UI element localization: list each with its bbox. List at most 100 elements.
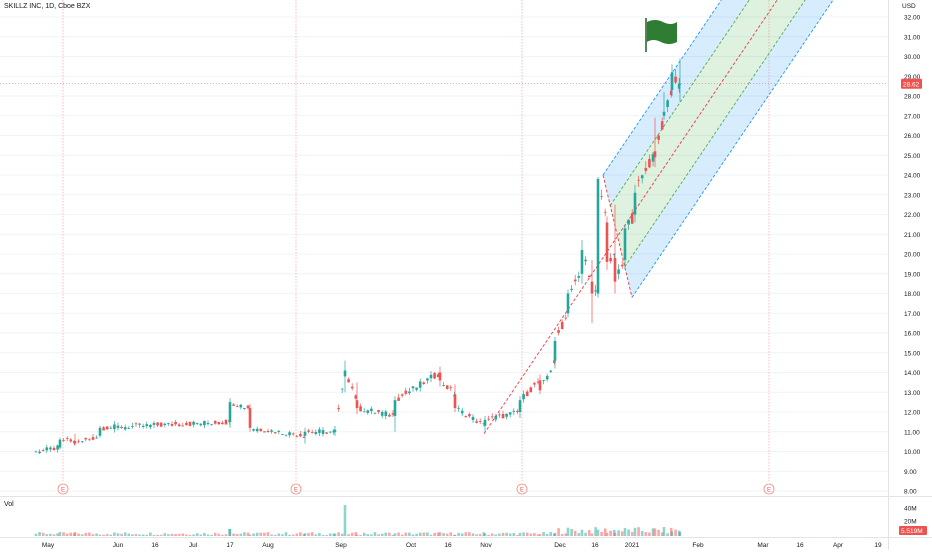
- candle-body: [653, 151, 657, 158]
- candle-body: [340, 388, 344, 390]
- candle-body: [377, 409, 380, 413]
- candle-body: [411, 386, 415, 389]
- volume-bar: [603, 528, 607, 536]
- candle-body: [141, 425, 145, 428]
- volume-bar: [468, 532, 471, 536]
- candle-body: [475, 421, 478, 423]
- candle-body: [613, 257, 617, 282]
- volume-bar: [325, 534, 328, 536]
- y-tick-label: 14.00: [904, 370, 921, 377]
- candle-body: [259, 428, 263, 432]
- volume-bar: [328, 533, 332, 536]
- x-tick-label: 16: [591, 542, 599, 549]
- candle-body: [181, 425, 185, 427]
- x-tick-label: Jun: [113, 542, 124, 549]
- volume-bar: [388, 532, 391, 536]
- volume-bar: [49, 533, 52, 536]
- y-tick-label: 22.00: [904, 212, 921, 219]
- candle-body: [273, 432, 277, 434]
- volume-bar: [310, 532, 314, 536]
- earnings-marker-label: E: [767, 488, 771, 494]
- candle-body: [630, 213, 634, 224]
- candle-body: [648, 158, 651, 168]
- y-tick-label: 9.00: [904, 469, 917, 476]
- candle-body: [333, 429, 337, 432]
- y-tick-label: 18.00: [904, 291, 921, 298]
- candle-body: [400, 394, 404, 396]
- candle-body: [318, 429, 321, 433]
- volume-bar: [397, 532, 400, 536]
- volume-bar: [373, 532, 377, 536]
- volume-bar: [235, 533, 239, 536]
- volume-bar: [45, 534, 49, 536]
- volume-bar: [156, 534, 159, 536]
- candle-body: [512, 410, 516, 412]
- channel-upper-band: [603, 0, 750, 206]
- candle-body: [560, 321, 564, 330]
- volume-bar: [80, 534, 84, 536]
- candle-body: [545, 375, 549, 380]
- volume-bar: [525, 532, 529, 536]
- candle-body: [600, 196, 603, 198]
- candle-body: [203, 420, 206, 426]
- candle-body: [536, 381, 540, 383]
- x-tick-label: 17: [226, 542, 234, 549]
- candle-body: [307, 430, 310, 432]
- volume-bar: [127, 533, 131, 536]
- volume-bar: [660, 532, 664, 536]
- volume-bar: [475, 534, 478, 536]
- y-tick-label: 25.00: [904, 153, 921, 160]
- volume-bar: [564, 533, 568, 536]
- candle-body: [131, 425, 134, 427]
- volume-bar: [678, 531, 682, 536]
- volume-bar: [199, 534, 203, 536]
- candle-body: [538, 380, 542, 391]
- chart-symbol-header: SKILLZ INC, 1D, Cboe BZX: [4, 3, 91, 10]
- volume-bar: [512, 532, 516, 536]
- candle-body: [603, 211, 607, 213]
- candle-body: [397, 397, 400, 401]
- candle-body: [373, 412, 377, 414]
- volume-bar: [284, 532, 288, 536]
- volume-bar: [487, 534, 490, 536]
- volume-bar: [590, 533, 594, 536]
- volume-bar: [600, 531, 603, 536]
- volume-bar: [91, 534, 95, 536]
- volume-bar: [203, 532, 206, 536]
- volume-bar: [170, 533, 174, 536]
- channel-inner-upper-line: [609, 0, 750, 206]
- candle-body: [174, 421, 177, 425]
- volume-bar: [445, 533, 449, 536]
- x-tick-label: Oct: [406, 542, 416, 549]
- candle-body: [464, 416, 468, 418]
- y-tick-label: 11.00: [904, 429, 920, 436]
- volume-bar: [105, 534, 109, 536]
- volume-bar: [545, 533, 549, 536]
- volume-bar: [52, 534, 56, 536]
- candle-body: [594, 290, 597, 292]
- candle-body: [252, 429, 255, 431]
- volume-bar: [442, 533, 445, 536]
- volume-bar: [508, 533, 512, 536]
- candle-body: [415, 387, 418, 390]
- volume-bar: [347, 534, 350, 536]
- candle-body: [438, 372, 442, 381]
- volume-bar: [533, 533, 536, 536]
- volume-bar: [648, 532, 651, 536]
- volume-bar: [460, 533, 464, 536]
- volume-bar: [644, 532, 648, 536]
- volume-bar: [609, 530, 612, 536]
- volume-bar: [384, 532, 388, 536]
- volume-tick-label: 20M: [904, 519, 917, 526]
- candle-body: [617, 269, 620, 274]
- channel-inner-lower-line: [624, 0, 806, 268]
- volume-bar: [307, 532, 310, 536]
- candle-body: [670, 72, 674, 91]
- volume-bar: [228, 529, 232, 536]
- candle-body: [662, 111, 666, 116]
- volume-bar: [232, 533, 235, 536]
- volume-bar: [408, 532, 411, 536]
- y-tick-label: 29.00: [904, 74, 921, 81]
